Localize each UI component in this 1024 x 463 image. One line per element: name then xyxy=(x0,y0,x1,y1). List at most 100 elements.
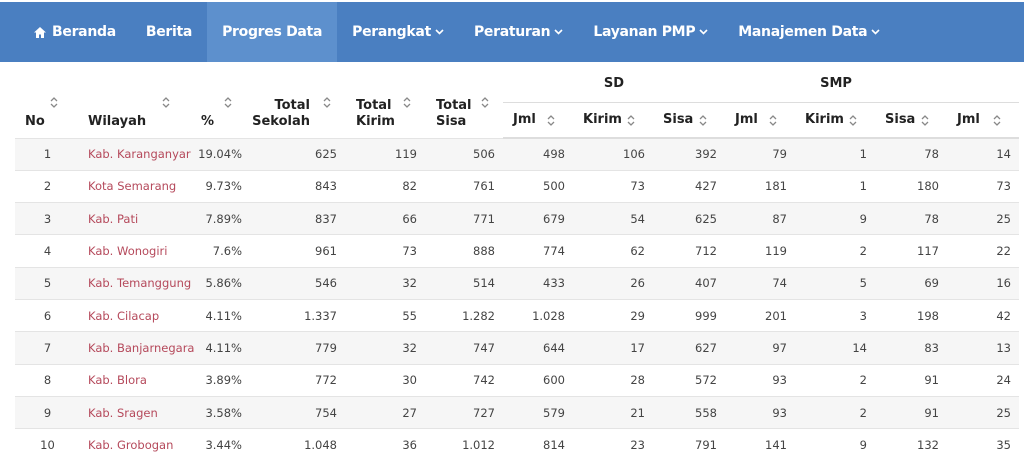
table-cell: 747 xyxy=(425,331,503,365)
nav-link[interactable]: Manajemen Data xyxy=(723,2,895,62)
nav-link[interactable]: Progres Data xyxy=(207,2,338,62)
table-cell: 9.73% xyxy=(188,169,250,203)
dropdown-caret xyxy=(435,29,444,35)
table-cell: 498 xyxy=(503,137,573,171)
region-link[interactable]: Kab. Karanganyar xyxy=(80,137,191,171)
region-link[interactable]: Kab. Cilacap xyxy=(80,298,188,332)
table-cell: 93 xyxy=(725,395,795,429)
sort-icon xyxy=(224,97,232,108)
table-row: 2 Kota Semarang 9.73% 843 82 761 500 73 427 181 1 1… xyxy=(15,169,1019,203)
nav-label: Perangkat xyxy=(352,24,431,40)
column-label: Total Sisa xyxy=(436,97,472,129)
table-cell: 181 xyxy=(725,169,795,203)
region-link[interactable]: Kab. Blora xyxy=(80,363,188,397)
nav-link[interactable]: Peraturan xyxy=(459,2,578,62)
region-link[interactable]: Kab. Wonogiri xyxy=(80,234,188,268)
nav-link[interactable]: Layanan PMP xyxy=(578,2,723,62)
column-header[interactable]: % xyxy=(188,66,250,138)
table-cell: 9 xyxy=(795,202,875,235)
table-cell: 7.89% xyxy=(188,202,250,235)
table-cell: 16 xyxy=(947,266,1019,300)
column-header[interactable]: Kirim xyxy=(573,102,653,139)
table-cell: 13 xyxy=(947,331,1019,365)
table-cell: 3.89% xyxy=(188,363,250,397)
group-label: SD xyxy=(603,76,625,91)
table-cell: 3.44% xyxy=(188,428,250,461)
table-cell: 1.028 xyxy=(503,298,573,332)
table-body: 1 Kab. Karanganyar 19.04% 625 119 506 498 106 39… xyxy=(15,137,1019,461)
table-cell: 7.6% xyxy=(188,234,250,268)
region-link[interactable]: Kab. Pati xyxy=(80,202,188,235)
table-cell: 198 xyxy=(875,298,947,332)
sort-icon xyxy=(547,115,555,126)
group-header xyxy=(947,66,1019,103)
nav-label: Progres Data xyxy=(222,24,323,40)
column-label: Kirim xyxy=(583,112,622,127)
table-cell: 514 xyxy=(425,266,503,300)
region-link[interactable]: Kab. Temanggung xyxy=(80,266,191,300)
column-header[interactable]: No xyxy=(15,66,80,138)
table-cell: 761 xyxy=(425,169,503,203)
table-cell: 23 xyxy=(573,428,653,461)
table-cell: 17 xyxy=(573,331,653,365)
column-label: No xyxy=(25,113,45,129)
column-label: Sisa xyxy=(885,112,916,127)
region-link[interactable]: Kota Semarang xyxy=(80,169,188,203)
table-cell: 837 xyxy=(250,202,345,235)
column-label: Total Kirim xyxy=(356,97,395,129)
table-cell: 26 xyxy=(573,266,653,300)
table-cell: 3 xyxy=(15,202,80,235)
sort-icon xyxy=(849,115,857,126)
table-cell: 1.012 xyxy=(425,428,503,461)
table-cell: 1 xyxy=(15,137,80,171)
column-header[interactable]: Total Sisa xyxy=(425,66,503,138)
column-header[interactable]: Total Kirim xyxy=(345,66,425,138)
table-cell: 82 xyxy=(345,169,425,203)
column-header[interactable]: Jml xyxy=(503,102,573,139)
dropdown-caret xyxy=(554,29,563,35)
group-label: SMP xyxy=(820,76,852,91)
table-cell: 600 xyxy=(503,363,573,397)
table-cell: 814 xyxy=(503,428,573,461)
nav-link[interactable]: Beranda xyxy=(18,2,131,62)
group-header: SD xyxy=(503,66,725,103)
dropdown-caret xyxy=(871,29,880,35)
column-header[interactable]: Wilayah xyxy=(80,66,188,138)
region-link[interactable]: Kab. Sragen xyxy=(80,395,188,429)
table-cell: 888 xyxy=(425,234,503,268)
column-label: Total Sekolah xyxy=(252,97,310,129)
table-cell: 3.58% xyxy=(188,395,250,429)
nav-bar: Beranda Berita Progres Data Perangkat Peratu… xyxy=(0,2,1024,62)
column-header[interactable]: Sisa xyxy=(875,102,947,139)
table-cell: 5.86% xyxy=(188,266,250,300)
table-cell: 25 xyxy=(947,202,1019,235)
column-header[interactable]: Sisa xyxy=(653,102,725,139)
column-header[interactable]: Jml xyxy=(725,102,795,139)
column-label: Jml xyxy=(957,112,980,127)
column-header[interactable]: Kirim xyxy=(795,102,875,139)
sort-icon xyxy=(162,97,170,108)
table-cell: 141 xyxy=(725,428,795,461)
table-cell: 27 xyxy=(345,395,425,429)
table-cell: 1.337 xyxy=(250,298,345,332)
table-row: 7 Kab. Banjarnegara 4.11% 779 32 747 644 17 627 9… xyxy=(15,331,1019,365)
nav-link[interactable]: Perangkat xyxy=(337,2,459,62)
table-row: 5 Kab. Temanggung 5.86% 546 32 514 433 26 407 74 5… xyxy=(15,266,1019,300)
table-cell: 3 xyxy=(795,298,875,332)
table-cell: 79 xyxy=(725,137,795,171)
table-row: 3 Kab. Pati 7.89% 837 66 771 679 54 625 87 9 78 25 xyxy=(15,202,1019,235)
table-cell: 24 xyxy=(947,363,1019,397)
column-header[interactable]: Total Sekolah xyxy=(250,66,345,138)
table-row: 9 Kab. Sragen 3.58% 754 27 727 579 21 558 93 2 91 25 xyxy=(15,395,1019,429)
table-cell: 7 xyxy=(15,331,80,365)
table-cell: 21 xyxy=(573,395,653,429)
table-cell: 29 xyxy=(573,298,653,332)
column-header[interactable]: Jml xyxy=(947,102,1019,139)
region-link[interactable]: Kab. Banjarnegara xyxy=(80,331,194,365)
region-link[interactable]: Kab. Grobogan xyxy=(80,428,188,461)
column-label: Sisa xyxy=(663,112,694,127)
nav-link[interactable]: Berita xyxy=(131,2,207,62)
column-label: Wilayah xyxy=(88,113,147,129)
